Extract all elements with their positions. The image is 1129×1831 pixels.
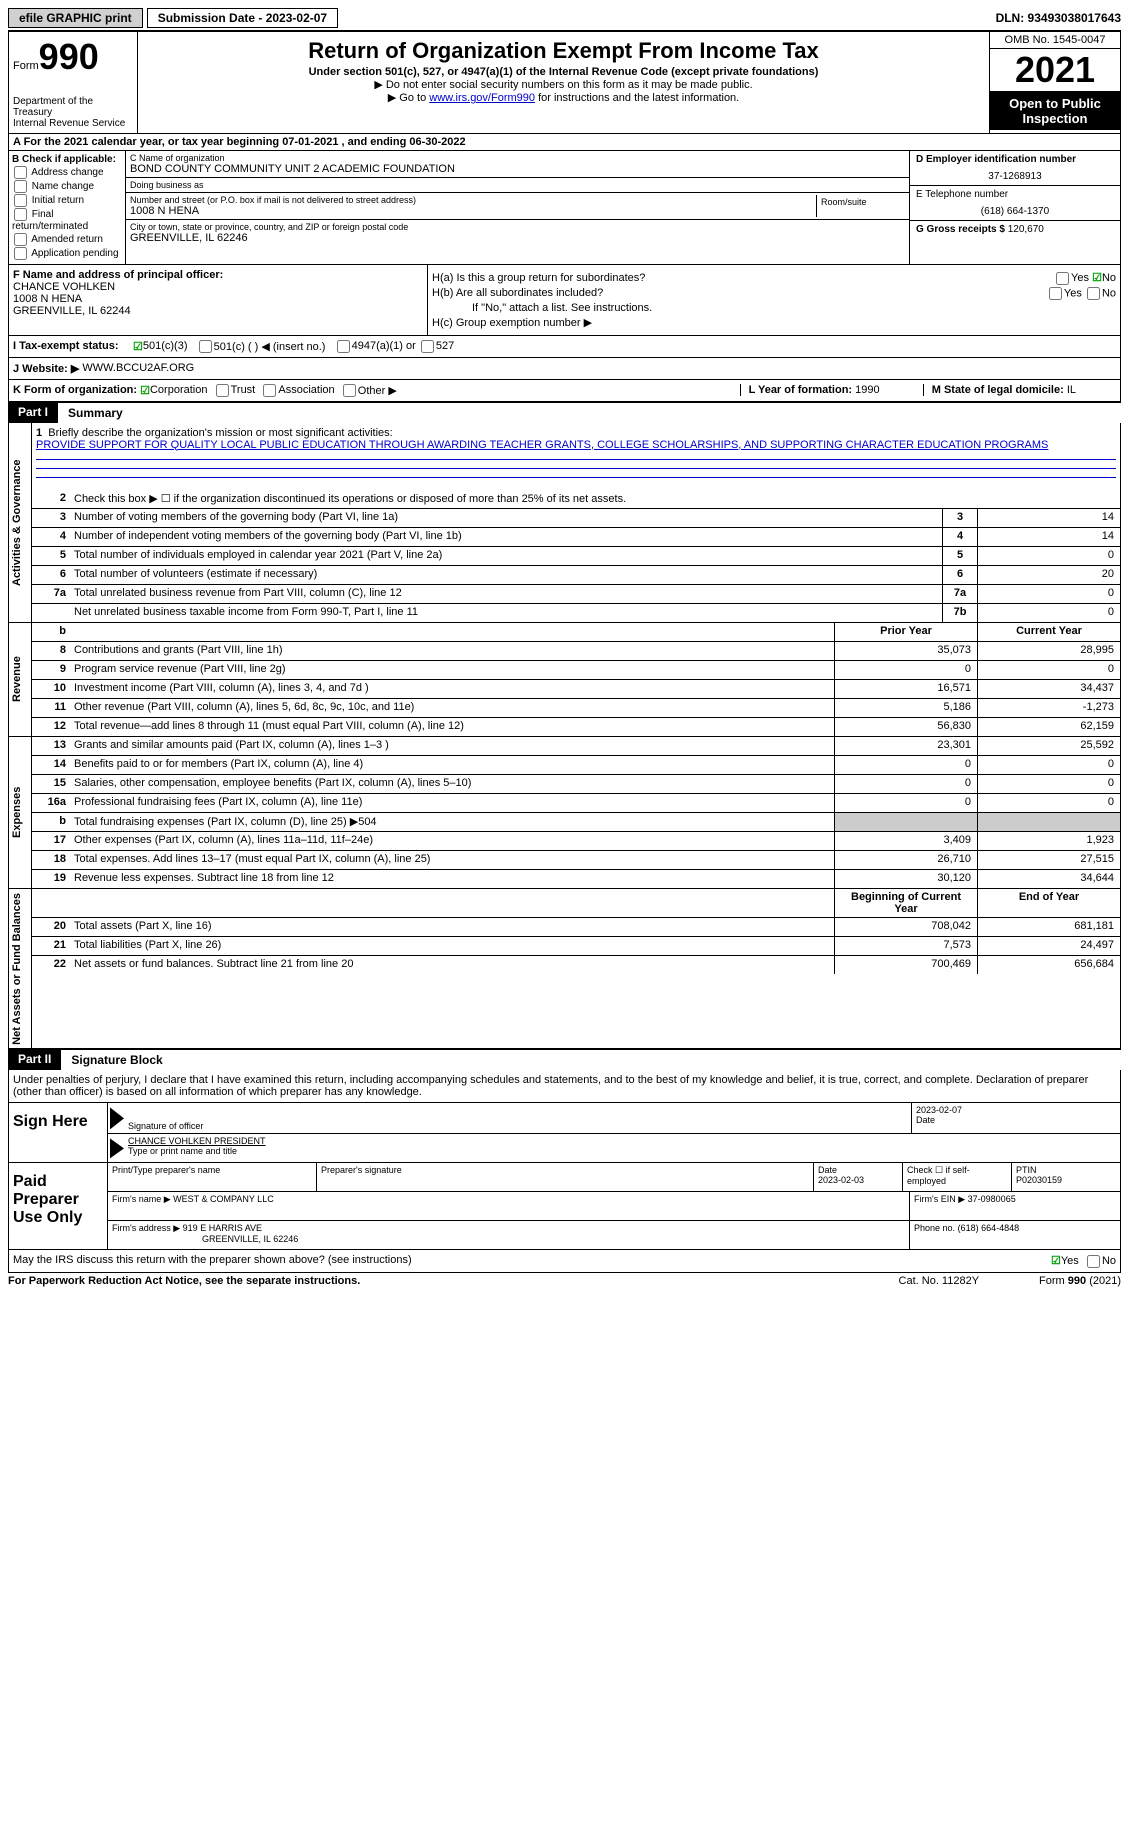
ptin: P02030159: [1016, 1175, 1062, 1185]
val-5: 0: [977, 547, 1120, 565]
page-footer: For Paperwork Reduction Act Notice, see …: [8, 1273, 1121, 1289]
dln: DLN: 93493038017643: [996, 11, 1121, 25]
check-corp-icon: ☑: [140, 384, 150, 397]
check-527[interactable]: [421, 340, 434, 353]
pra-notice: For Paperwork Reduction Act Notice, see …: [8, 1275, 899, 1287]
sign-here-label: Sign Here: [9, 1103, 108, 1162]
principal-officer: F Name and address of principal officer:…: [9, 265, 428, 335]
val-6: 20: [977, 566, 1120, 584]
officer-city: GREENVILLE, IL 62244: [13, 305, 423, 317]
year-state: L Year of formation: 1990 M State of leg…: [740, 384, 1116, 396]
paid-preparer-label: Paid Preparer Use Only: [9, 1163, 108, 1249]
perjury-statement: Under penalties of perjury, I declare th…: [9, 1070, 1120, 1102]
room-suite-label: Room/suite: [817, 195, 905, 217]
tax-exempt-status: I Tax-exempt status: ☑ 501(c)(3) 501(c) …: [8, 336, 1121, 358]
val-3: 14: [977, 509, 1120, 527]
section-fh: F Name and address of principal officer:…: [8, 265, 1121, 336]
org-city: GREENVILLE, IL 62246: [130, 232, 905, 244]
sign-here-row: Sign Here Signature of officer 2023-02-0…: [9, 1102, 1120, 1162]
header-right: OMB No. 1545-0047 2021 Open to Public In…: [989, 32, 1120, 133]
line-a-calendar-year: A For the 2021 calendar year, or tax yea…: [8, 134, 1121, 151]
firm-addr1: 919 E HARRIS AVE: [183, 1223, 262, 1233]
form-ref: Form 990 (2021): [1039, 1275, 1121, 1287]
form-of-org: K Form of organization: ☑ Corporation Tr…: [8, 380, 1121, 402]
form-header: Form990 Department of the Treasury Inter…: [8, 32, 1121, 134]
website: WWW.BCCU2AF.ORG: [82, 362, 194, 374]
hb-yes-no[interactable]: Yes No: [1047, 287, 1116, 300]
org-street: 1008 N HENA: [130, 205, 816, 217]
mission-block: 1 Briefly describe the organization's mi…: [32, 423, 1120, 490]
telephone: (618) 664-1370: [916, 206, 1114, 217]
officer-name-title: CHANCE VOHLKEN PRESIDENT: [128, 1136, 1116, 1146]
discuss-yes-no[interactable]: ☑Yes No: [1051, 1254, 1116, 1268]
header-left: Form990 Department of the Treasury Inter…: [9, 32, 138, 133]
part2-header: Part II Signature Block: [8, 1049, 1121, 1070]
check-trust[interactable]: [216, 384, 229, 397]
net-assets-section: Net Assets or Fund Balances Beginning of…: [8, 889, 1121, 1050]
vtab-revenue: Revenue: [9, 623, 32, 736]
efile-print-button[interactable]: efile GRAPHIC print: [8, 8, 143, 28]
firm-addr2: GREENVILLE, IL 62246: [112, 1234, 298, 1244]
paid-preparer-row: Paid Preparer Use Only Print/Type prepar…: [9, 1162, 1120, 1249]
officer-street: 1008 N HENA: [13, 293, 423, 305]
val-7a: 0: [977, 585, 1120, 603]
check-final-return[interactable]: Final return/terminated: [12, 208, 122, 232]
group-return: H(a) Is this a group return for subordin…: [428, 265, 1120, 335]
firm-phone: (618) 664-4848: [958, 1223, 1020, 1233]
check-4947[interactable]: [337, 340, 350, 353]
website-row: J Website: ▶ WWW.BCCU2AF.ORG: [8, 358, 1121, 380]
column-c-org-info: C Name of organization BOND COUNTY COMMU…: [126, 151, 909, 264]
column-b-checkboxes: B Check if applicable: Address change Na…: [9, 151, 126, 264]
open-inspection: Open to Public Inspection: [990, 92, 1120, 130]
header-center: Return of Organization Exempt From Incom…: [138, 32, 989, 133]
gross-receipts: 120,670: [1008, 224, 1044, 235]
check-address-change[interactable]: Address change: [12, 166, 122, 179]
form-subtitle: Under section 501(c), 527, or 4947(a)(1)…: [142, 66, 985, 78]
check-501c[interactable]: [199, 340, 212, 353]
omb-number: OMB No. 1545-0047: [990, 32, 1120, 49]
section-bcd: B Check if applicable: Address change Na…: [8, 151, 1121, 265]
check-other[interactable]: [343, 384, 356, 397]
discuss-row: May the IRS discuss this return with the…: [8, 1250, 1121, 1273]
mission-text: PROVIDE SUPPORT FOR QUALITY LOCAL PUBLIC…: [36, 439, 1048, 451]
ein: 37-1268913: [916, 171, 1114, 182]
check-amended[interactable]: Amended return: [12, 233, 122, 246]
val-7b: 0: [977, 604, 1120, 622]
vtab-expenses: Expenses: [9, 737, 32, 888]
sig-date: 2023-02-07: [916, 1105, 1116, 1115]
note-link: ▶ Go to www.irs.gov/Form990 for instruct…: [142, 91, 985, 104]
dept-treasury: Department of the Treasury: [13, 96, 133, 118]
submission-date: Submission Date - 2023-02-07: [147, 8, 338, 28]
top-bar: efile GRAPHIC print Submission Date - 20…: [8, 8, 1121, 32]
check-501c3-icon: ☑: [133, 340, 143, 353]
irs-label: Internal Revenue Service: [13, 118, 133, 129]
note-ssn: ▶ Do not enter social security numbers o…: [142, 78, 985, 91]
expenses-section: Expenses 13Grants and similar amounts pa…: [8, 737, 1121, 889]
arrow-icon: [110, 1107, 124, 1129]
signature-block: Under penalties of perjury, I declare th…: [8, 1070, 1121, 1250]
form-title: Return of Organization Exempt From Incom…: [142, 38, 985, 64]
cat-no: Cat. No. 11282Y: [899, 1275, 980, 1287]
column-d-ein: D Employer identification number 37-1268…: [909, 151, 1120, 264]
check-initial-return[interactable]: Initial return: [12, 194, 122, 207]
firm-name: WEST & COMPANY LLC: [173, 1194, 274, 1204]
ha-yes-no[interactable]: Yes ☑No: [1054, 271, 1116, 285]
form-number: Form990: [13, 36, 133, 78]
tax-year: 2021: [990, 49, 1120, 92]
irs-link[interactable]: www.irs.gov/Form990: [429, 92, 535, 104]
firm-ein: 37-0980065: [968, 1194, 1016, 1204]
revenue-section: Revenue bPrior YearCurrent Year 8Contrib…: [8, 623, 1121, 737]
activities-governance: Activities & Governance 1 Briefly descri…: [8, 423, 1121, 623]
check-name-change[interactable]: Name change: [12, 180, 122, 193]
officer-name: CHANCE VOHLKEN: [13, 281, 423, 293]
val-4: 14: [977, 528, 1120, 546]
vtab-net-assets: Net Assets or Fund Balances: [9, 889, 32, 1049]
org-name: BOND COUNTY COMMUNITY UNIT 2 ACADEMIC FO…: [130, 163, 905, 175]
arrow-icon: [110, 1138, 124, 1158]
vtab-governance: Activities & Governance: [9, 423, 32, 622]
part1-header: Part I Summary: [8, 402, 1121, 423]
check-assoc[interactable]: [263, 384, 276, 397]
check-application-pending[interactable]: Application pending: [12, 247, 122, 260]
